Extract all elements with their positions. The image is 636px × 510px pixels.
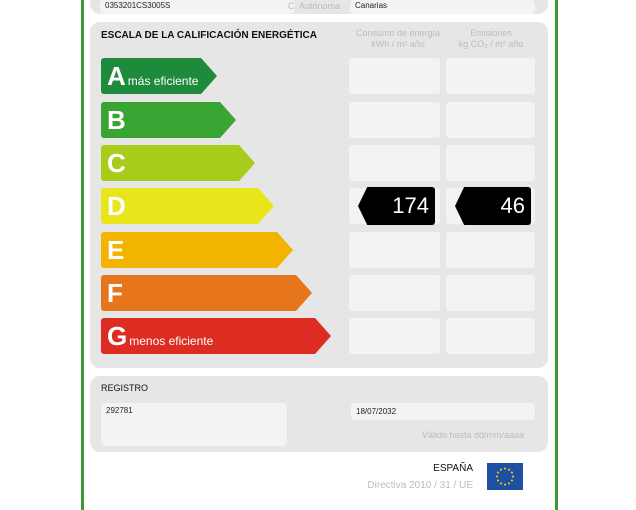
consumption-box: [349, 275, 440, 311]
energy-bar-f: F: [101, 275, 312, 311]
consumption-box: [349, 58, 440, 94]
energy-bar-d: D: [101, 188, 274, 224]
registro-panel: REGISTRO 292781 18/07/2032 Válido hasta …: [90, 376, 548, 452]
valid-date: 18/07/2032: [351, 403, 535, 420]
bar-letter: G: [107, 320, 128, 351]
bar-letter: C: [107, 147, 126, 178]
emissions-box: [446, 318, 535, 354]
bar-text: más eficiente: [127, 74, 199, 88]
valid-label: Válido hasta dd/mm/aaaa: [422, 430, 525, 440]
bar-letter: A: [107, 60, 126, 91]
bar-text: menos eficiente: [129, 334, 214, 348]
consumption-box: [349, 232, 440, 268]
emissions-box: [446, 102, 535, 138]
emissions-box: [446, 145, 535, 181]
consumption-box: [349, 145, 440, 181]
directive: Directiva 2010 / 31 / UE: [367, 480, 473, 491]
energy-bar-c: C: [101, 145, 255, 181]
registro-title: REGISTRO: [101, 383, 149, 393]
emissions-box: [446, 58, 535, 94]
energy-bar-b: B: [101, 102, 236, 138]
emissions-box: [446, 232, 535, 268]
region-label: C. Autónoma: [288, 1, 341, 11]
eu-flag-icon: [487, 463, 523, 490]
top-panel: 0353201CS3005S C. Autónoma Canarias: [90, 0, 548, 14]
label-frame: [81, 0, 558, 510]
registro-number: 292781: [101, 403, 287, 446]
consumption-box: [349, 318, 440, 354]
scale-title: ESCALA DE LA CALIFICACIÓN ENERGÉTICA: [101, 30, 317, 41]
consumption-indicator: 174: [358, 187, 435, 225]
col1-unit: kWh / m² año: [371, 39, 425, 49]
emissions-box: [446, 275, 535, 311]
consumption-box: [349, 102, 440, 138]
col2-unit: kg CO₂ / m² año: [458, 39, 524, 49]
bar-letter: F: [107, 277, 123, 308]
bar-letter: E: [107, 234, 125, 265]
ref-field: 0353201CS3005S: [100, 0, 295, 14]
energy-bar-e: E: [101, 232, 293, 268]
region-field: Canarias: [350, 0, 535, 14]
col1-title: Consumo de energía: [355, 28, 441, 38]
bar-letter: D: [107, 190, 126, 221]
bar-letter: B: [107, 104, 126, 135]
country: ESPAÑA: [433, 463, 473, 474]
emissions-indicator: 46: [455, 187, 531, 225]
col2-title: Emisiones: [470, 28, 512, 38]
